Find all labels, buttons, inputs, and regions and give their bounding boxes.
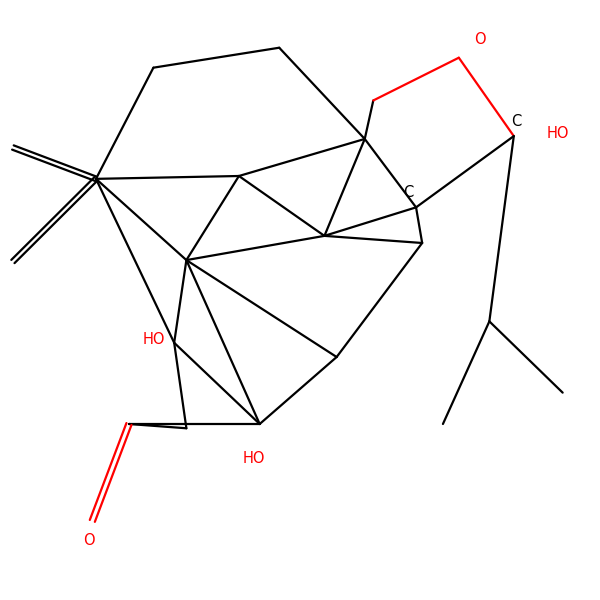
- Text: C: C: [511, 114, 521, 129]
- Text: HO: HO: [242, 451, 265, 466]
- Text: HO: HO: [547, 125, 569, 140]
- Text: HO: HO: [143, 332, 165, 347]
- Text: C: C: [403, 185, 413, 200]
- Text: O: O: [474, 32, 485, 47]
- Text: O: O: [83, 533, 95, 548]
